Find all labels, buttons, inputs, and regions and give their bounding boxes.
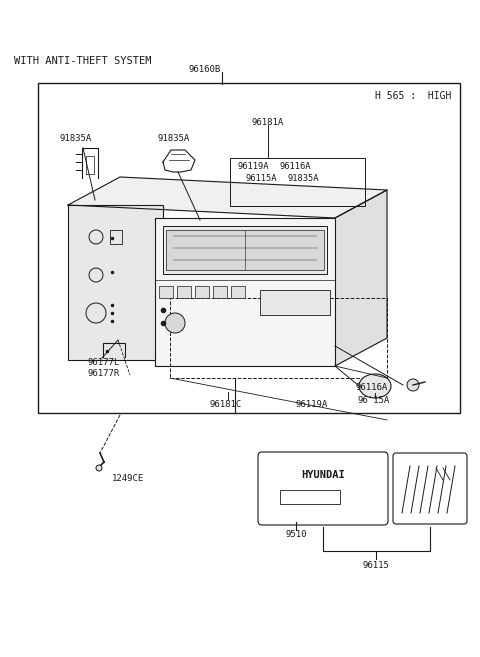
Bar [68,205,163,360]
Text: 96160B: 96160B [189,65,221,74]
Bar [159,286,173,298]
Polygon shape [68,177,387,218]
Text: 96119A: 96119A [295,400,327,409]
Bar [260,290,330,315]
Text: 96116A: 96116A [355,383,387,392]
Bar [38,83,460,413]
Text: HYUNDAI: HYUNDAI [301,470,345,480]
Text: 96116A: 96116A [279,162,311,171]
Bar [230,158,365,206]
Text: 1249CE: 1249CE [112,474,144,483]
Bar [170,298,387,378]
Bar [195,286,209,298]
Ellipse shape [359,374,391,398]
Text: 91835A: 91835A [158,134,190,143]
Bar [166,230,324,270]
Text: 96115: 96115 [362,561,389,570]
Polygon shape [335,190,387,366]
Text: WITH ANTI-THEFT SYSTEM: WITH ANTI-THEFT SYSTEM [14,56,152,66]
Circle shape [407,379,419,391]
Text: H 565 :  HIGH: H 565 : HIGH [375,91,451,101]
Text: 96177R: 96177R [87,369,119,378]
Text: 96'15A: 96'15A [357,396,389,405]
Circle shape [96,465,102,471]
Text: 96181C: 96181C [210,400,242,409]
Text: 96181A: 96181A [252,118,284,127]
Bar [213,286,227,298]
Text: 9510: 9510 [285,530,307,539]
Bar [110,230,122,244]
Bar [177,286,191,298]
Bar [231,286,245,298]
Text: 96177L: 96177L [87,358,119,367]
Text: 91835A: 91835A [288,174,320,183]
Bar [280,490,340,504]
Text: 91835A: 91835A [60,134,92,143]
Bar [163,226,327,274]
Circle shape [165,313,185,333]
Text: 96115A: 96115A [246,174,277,183]
Bar [155,218,335,366]
Text: 96119A: 96119A [237,162,268,171]
